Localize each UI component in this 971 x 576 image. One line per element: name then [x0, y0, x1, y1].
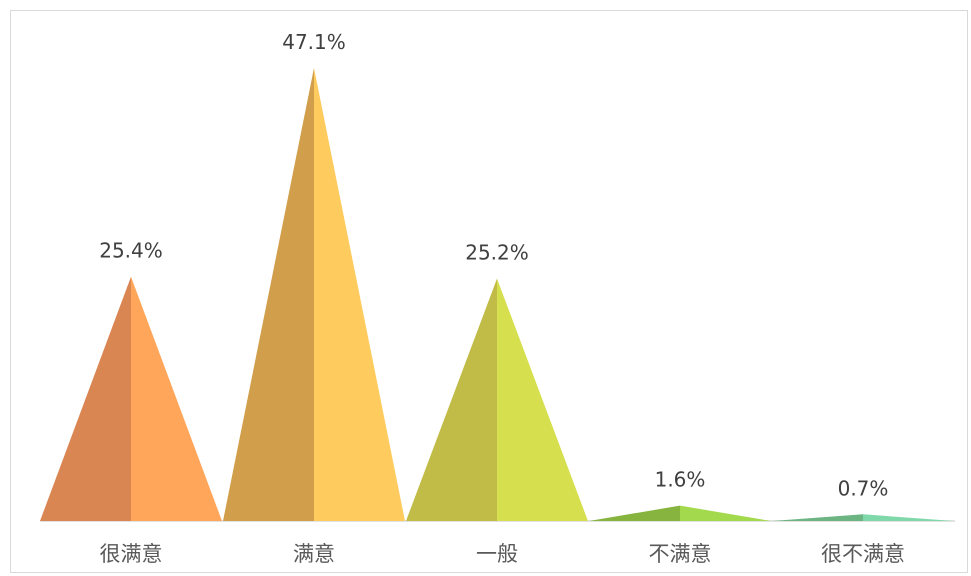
bar-triangle-left-1 — [223, 68, 314, 521]
bar-triangle-right-4 — [863, 514, 954, 521]
bar-triangle-right-3 — [680, 505, 771, 521]
category-label-0: 很满意 — [100, 542, 163, 566]
category-label-1: 满意 — [293, 542, 335, 566]
category-label-2: 一般 — [476, 542, 518, 566]
bar-triangle-left-0 — [40, 276, 131, 521]
bar-triangle-right-0 — [131, 276, 222, 521]
bar-triangle-left-4 — [772, 514, 863, 521]
bar-triangle-left-2 — [406, 278, 497, 521]
data-label-0: 25.4% — [99, 239, 163, 263]
bar-triangle-left-3 — [589, 505, 680, 521]
bar-triangle-right-2 — [497, 278, 588, 521]
category-label-3: 不满意 — [649, 542, 712, 566]
category-label-4: 很不满意 — [821, 542, 905, 566]
data-label-2: 25.2% — [465, 241, 529, 265]
data-label-1: 47.1% — [282, 30, 346, 54]
chart-marks — [40, 68, 954, 521]
data-label-4: 0.7% — [838, 476, 889, 500]
data-label-3: 1.6% — [655, 468, 706, 492]
chart-labels: 25.4% 很满意 47.1% 满意 25.2% 一般 1.6% 不满意 0.7% 很不满意 — [99, 30, 905, 566]
bar-triangle-right-1 — [314, 68, 405, 521]
